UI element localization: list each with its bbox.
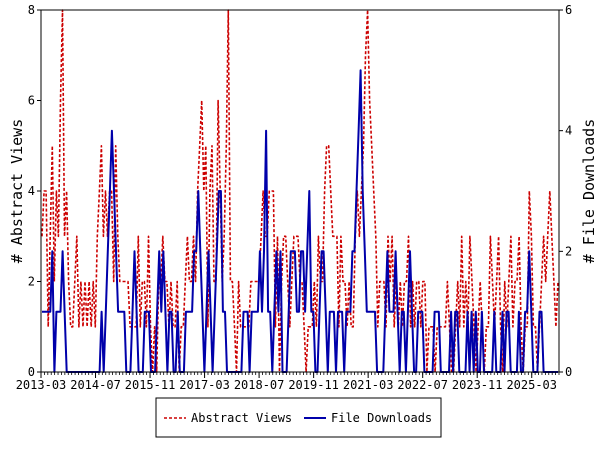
y-right-tick-label: 6 [565, 3, 572, 17]
y-axis-left-label: # Abstract Views [8, 119, 26, 264]
y-right-tick-label: 2 [565, 244, 572, 258]
x-tick-label: 2019-11 [288, 378, 339, 392]
y-right-tick-label: 0 [565, 365, 572, 379]
x-tick-label: 2023-11 [452, 378, 503, 392]
x-tick-label: 2018-07 [234, 378, 285, 392]
y-left-tick-label: 8 [28, 3, 35, 17]
legend-label-file-downloads: File Downloads [331, 411, 432, 425]
legend: Abstract Views File Downloads [155, 397, 442, 438]
x-tick-label: 2017-03 [179, 378, 230, 392]
y-left-tick-label: 2 [28, 275, 35, 289]
x-tick-label: 2013-03 [16, 378, 67, 392]
y-left-tick-label: 0 [28, 365, 35, 379]
legend-label-abstract-views: Abstract Views [191, 411, 292, 425]
y-axis-right-label: # File Downloads [580, 119, 598, 264]
x-tick-label: 2014-07 [70, 378, 121, 392]
y-left-tick-label: 4 [28, 184, 35, 198]
x-tick-label: 2025-03 [506, 378, 557, 392]
y-right-tick-label: 4 [565, 124, 572, 138]
x-tick-label: 2022-07 [397, 378, 448, 392]
x-tick-label: 2021-03 [343, 378, 394, 392]
x-tick-label: 2015-11 [125, 378, 176, 392]
y-left-tick-label: 6 [28, 94, 35, 108]
legend-box [155, 397, 442, 438]
